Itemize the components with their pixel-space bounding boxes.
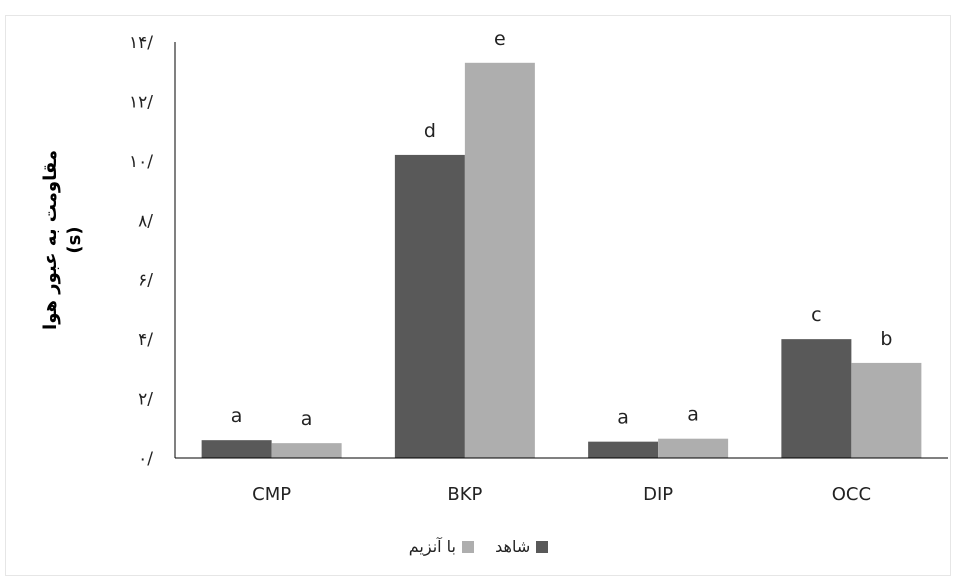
legend-swatch-control xyxy=(536,540,549,553)
data-label: a xyxy=(301,408,313,430)
y-axis-ticks: ٠/٢/۴/۶/٨/١٠/١٢/١۴/ xyxy=(129,33,153,469)
bar xyxy=(271,443,342,458)
y-tick-label: ١۴/ xyxy=(129,33,153,53)
bar xyxy=(658,438,729,458)
legend: با آنزیم شاهد xyxy=(0,536,957,556)
data-label: e xyxy=(494,28,506,50)
data-label: a xyxy=(617,407,629,429)
x-tick-label: DIP xyxy=(643,484,673,505)
data-label: a xyxy=(231,405,243,427)
y-tick-label: ١٠/ xyxy=(129,152,153,172)
y-tick-label: ١٢/ xyxy=(129,92,153,112)
bar xyxy=(781,339,852,458)
y-axis-title: مقاومت به عبور هوا (s) xyxy=(28,90,98,390)
data-label: d xyxy=(424,120,436,142)
bar xyxy=(464,62,535,459)
x-axis-ticks: CMP BKP DIP OCC xyxy=(252,484,871,505)
bars xyxy=(201,62,922,459)
data-labels: a a d e a a c b xyxy=(231,28,893,430)
y-axis-title-line-1: مقاومت به عبور هوا xyxy=(40,150,61,330)
data-label: b xyxy=(880,328,892,350)
legend-label-enzyme: با آنزیم xyxy=(408,537,457,556)
bar xyxy=(851,362,922,458)
y-tick-label: ۴/ xyxy=(138,330,153,350)
legend-item-control: شاهد xyxy=(495,536,549,556)
data-label: c xyxy=(811,304,821,326)
x-tick-label: OCC xyxy=(832,484,871,505)
y-tick-label: ٢/ xyxy=(138,390,153,410)
y-tick-label: ٠/ xyxy=(138,449,153,469)
data-label: a xyxy=(687,404,699,426)
y-tick-label: ٨/ xyxy=(138,211,153,231)
legend-label-control: شاهد xyxy=(495,537,531,556)
x-tick-label: CMP xyxy=(252,484,291,505)
bar xyxy=(201,440,272,458)
y-tick-label: ۶/ xyxy=(138,271,153,291)
bar xyxy=(394,154,465,458)
legend-item-enzyme: با آنزیم xyxy=(408,536,475,556)
x-tick-label: BKP xyxy=(447,484,482,505)
bar xyxy=(588,441,659,458)
legend-swatch-enzyme xyxy=(462,540,475,553)
y-axis-title-line-2: (s) xyxy=(64,226,85,254)
